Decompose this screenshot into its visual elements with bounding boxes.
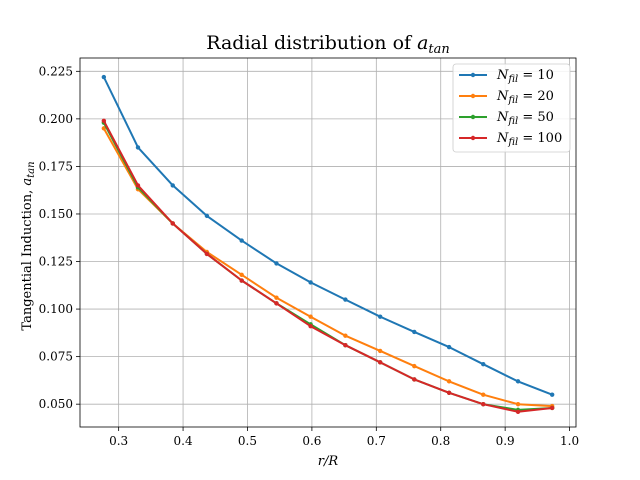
data-point [239,278,244,283]
x-tick-label: 0.3 [109,434,128,448]
legend-item: Nfil = 100 [459,131,562,148]
data-point [481,362,486,367]
legend-item: Nfil = 50 [459,110,554,127]
plot-frame [79,57,577,428]
data-point [377,314,383,319]
data-point [204,251,210,257]
data-point [101,126,107,131]
x-tick-label: 0.9 [496,434,515,448]
series-layer [101,74,555,414]
data-point [515,401,521,407]
data-point [170,183,175,188]
legend-marker [470,135,476,141]
data-point [446,390,452,395]
data-point [135,183,141,188]
data-point [412,329,417,335]
y-tick-label: 0.150 [39,207,73,221]
data-point [549,405,555,411]
legend: Nfil = 10 Nfil = 20 Nfil = 50 Nfil = 100 [452,63,571,153]
legend-label: Nfil = 100 [496,131,562,148]
y-tick-label: 0.200 [39,112,73,126]
data-point [412,377,417,382]
x-axis-label: r/R [318,454,339,469]
data-point [274,295,279,300]
y-tick-label: 0.100 [39,302,73,316]
data-point [481,392,486,397]
series-1 [101,74,555,397]
legend-item: Nfil = 20 [459,89,554,106]
y-axis-ticks: 0.050 0.075 0.100 0.125 0.150 0.175 0.200 0.225 [39,64,80,411]
legend-marker [470,72,476,78]
data-point [377,360,383,365]
chart-title: Radial distribution of atan [206,32,450,57]
data-point [204,213,210,219]
data-point [135,145,141,150]
series-line [102,120,553,413]
data-point [515,379,521,384]
data-point [274,301,279,306]
data-point [101,118,107,123]
x-tick-label: 1.0 [560,434,579,448]
data-point [343,343,348,348]
data-point [239,272,244,278]
legend-item: Nfil = 10 [459,68,554,85]
data-point [446,344,452,350]
data-point [101,74,107,80]
grid [80,58,576,427]
y-tick-label: 0.050 [39,397,73,411]
y-tick-label: 0.125 [39,255,73,269]
data-point [170,221,175,226]
data-point [308,314,313,319]
data-point [481,401,486,407]
data-point [549,392,555,397]
y-tick-label: 0.075 [39,350,73,364]
data-point [343,333,348,338]
x-tick-label: 0.6 [302,434,321,448]
data-point [274,261,279,266]
data-point [308,323,313,329]
x-tick-label: 0.8 [431,434,450,448]
legend-label: Nfil = 50 [496,110,554,127]
legend-marker [470,93,476,99]
data-point [343,297,348,302]
y-axis-label: Tangential Induction, atan [20,161,37,330]
legend-label: Nfil = 20 [496,89,554,106]
legend-label: Nfil = 10 [496,68,554,85]
data-point [239,238,244,243]
data-point [377,348,383,354]
data-point [446,379,452,384]
series-line [102,76,553,396]
legend-box [452,63,571,153]
x-tick-label: 0.7 [367,434,386,448]
y-tick-label: 0.175 [39,159,73,173]
series-4 [101,118,555,414]
series-3 [101,120,555,413]
y-tick-label: 0.225 [39,64,73,78]
data-point [412,363,417,369]
data-point [308,280,313,285]
x-tick-label: 0.4 [174,434,193,448]
x-axis-ticks: 0.3 0.4 0.5 0.6 0.7 0.8 0.9 1.0 [109,427,579,448]
series-line [102,122,553,411]
data-point [515,409,521,414]
legend-marker [470,114,476,120]
x-tick-label: 0.5 [238,434,257,448]
